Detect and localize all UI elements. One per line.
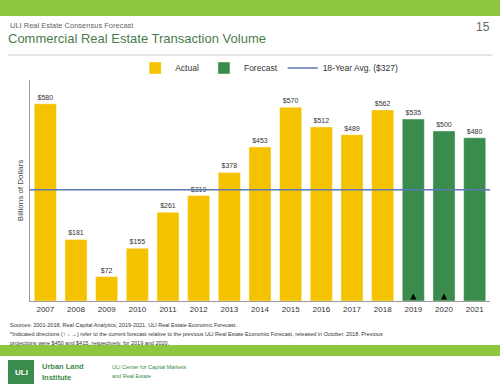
svg-text:$535: $535 <box>405 109 421 116</box>
svg-text:Actual: Actual <box>175 63 199 73</box>
svg-text:ULI Center for Capital Markets: ULI Center for Capital Markets <box>112 364 187 370</box>
svg-text:$453: $453 <box>252 137 268 144</box>
svg-text:2020: 2020 <box>435 305 453 314</box>
svg-text:$512: $512 <box>313 117 329 124</box>
svg-text:$378: $378 <box>221 162 237 169</box>
svg-text:2017: 2017 <box>343 305 361 314</box>
svg-text:Commercial Real Estate Transac: Commercial Real Estate Transaction Volum… <box>8 31 266 46</box>
svg-text:2010: 2010 <box>128 305 146 314</box>
svg-text:15: 15 <box>476 20 490 34</box>
svg-text:ULI: ULI <box>15 368 28 377</box>
svg-text:$580: $580 <box>37 94 53 101</box>
svg-text:and Real Estate: and Real Estate <box>112 373 151 379</box>
svg-text:Sources: 2001-2018, Real Capit: Sources: 2001-2018, Real Capital Analyti… <box>10 322 237 328</box>
svg-text:Urban Land: Urban Land <box>42 362 84 371</box>
svg-text:2019: 2019 <box>404 305 422 314</box>
svg-text:2008: 2008 <box>67 305 85 314</box>
svg-text:$570: $570 <box>283 97 299 104</box>
svg-text:2013: 2013 <box>220 305 238 314</box>
svg-text:ULI Real Estate Consensus Fore: ULI Real Estate Consensus Forecast <box>10 21 134 30</box>
svg-text:$155: $155 <box>129 238 145 245</box>
svg-text:2018: 2018 <box>374 305 392 314</box>
svg-text:projections were $450 and $415: projections were $450 and $415, respecti… <box>10 340 170 346</box>
svg-text:2012: 2012 <box>190 305 208 314</box>
svg-text:$261: $261 <box>160 202 176 209</box>
svg-text:2021: 2021 <box>466 305 484 314</box>
svg-text:$562: $562 <box>375 100 391 107</box>
svg-text:2014: 2014 <box>251 305 269 314</box>
svg-text:Institute: Institute <box>42 373 71 382</box>
svg-text:18-Year Avg. ($327): 18-Year Avg. ($327) <box>323 63 398 73</box>
svg-text:$480: $480 <box>467 128 483 135</box>
svg-text:$72: $72 <box>101 267 113 274</box>
svg-text:Billions of Dollars: Billions of Dollars <box>16 160 25 221</box>
svg-text:*Indicated directions (↑ ↓ →): *Indicated directions (↑ ↓ →) refer to t… <box>10 331 383 337</box>
svg-text:$489: $489 <box>344 125 360 132</box>
svg-text:2015: 2015 <box>282 305 300 314</box>
svg-text:$310: $310 <box>191 186 207 193</box>
svg-text:Forecast: Forecast <box>244 63 278 73</box>
svg-text:$181: $181 <box>68 229 84 236</box>
svg-text:2009: 2009 <box>98 305 116 314</box>
svg-text:2016: 2016 <box>312 305 330 314</box>
svg-text:2011: 2011 <box>159 305 177 314</box>
svg-text:$500: $500 <box>436 121 452 128</box>
svg-text:2007: 2007 <box>36 305 54 314</box>
